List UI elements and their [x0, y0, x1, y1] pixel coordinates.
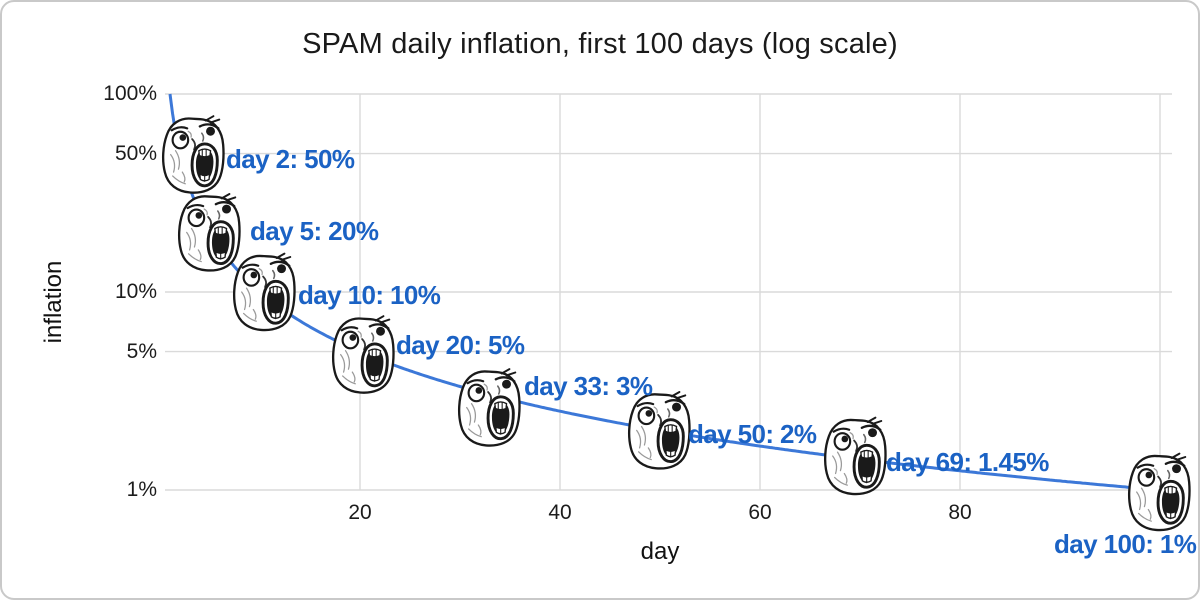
y-tick-label: 10%	[114, 280, 157, 303]
lol-face-icon	[627, 390, 691, 470]
x-axis-label: day	[640, 538, 680, 565]
lol-face-icon	[232, 252, 296, 332]
lol-face-icon	[331, 314, 395, 395]
x-tick-label: 40	[548, 501, 572, 524]
lol-face-icon	[457, 367, 521, 448]
chart-title: SPAM daily inflation, first 100 days (lo…	[302, 28, 898, 60]
data-point-annotation: day 20: 5%	[396, 330, 525, 360]
y-tick-label: 100%	[103, 82, 157, 105]
x-tick-label: 80	[948, 501, 972, 524]
data-point-annotation: day 69: 1.45%	[886, 447, 1049, 477]
y-tick-label: 5%	[126, 340, 157, 363]
lol-face-icon	[823, 416, 887, 496]
data-point-annotation: day 5: 20%	[250, 216, 379, 246]
lol-face-icon	[1127, 452, 1191, 532]
data-point-annotation: day 33: 3%	[524, 371, 653, 401]
gridlines	[165, 93, 1172, 491]
x-tick-label: 60	[748, 501, 772, 524]
y-tick-label: 50%	[114, 142, 157, 165]
data-point-annotation: day 100: 1%	[1054, 529, 1197, 559]
data-point-annotation: day 50: 2%	[688, 419, 817, 449]
lol-face-icon	[177, 192, 241, 272]
x-tick-label: 20	[348, 501, 372, 524]
data-point-annotation: day 2: 50%	[226, 144, 355, 174]
lol-face-icon	[161, 114, 225, 195]
data-point-annotation: day 10: 10%	[298, 280, 441, 310]
y-tick-label: 1%	[126, 478, 157, 501]
